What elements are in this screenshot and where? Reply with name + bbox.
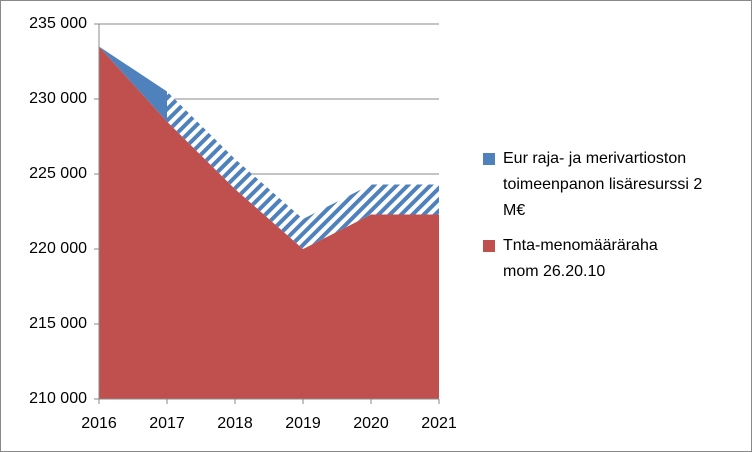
x-tick-label: 2017: [149, 415, 185, 432]
area: [99, 46, 439, 399]
legend-swatch: [483, 240, 495, 252]
area: [99, 46, 439, 249]
legend-label: Tnta-menomääräraha mom 26.20.10: [503, 237, 658, 280]
x-tick-label: 2016: [81, 415, 117, 432]
y-tick-label: 215 000: [29, 315, 87, 332]
y-tick-label: 220 000: [29, 240, 87, 257]
x-tick-label: 2019: [285, 415, 321, 432]
y-tick-label: 235 000: [29, 15, 87, 32]
y-tick-label: 210 000: [29, 390, 87, 407]
legend-label: Eur raja- ja merivartioston toimeenpanon…: [503, 150, 703, 219]
y-tick-label: 225 000: [29, 165, 87, 182]
legend-item: Tnta-menomääräraha mom 26.20.10: [483, 233, 733, 285]
legend-item: Eur raja- ja merivartioston toimeenpanon…: [483, 146, 733, 224]
x-tick-label: 2018: [217, 415, 253, 432]
legend-swatch: [483, 153, 495, 165]
x-tick-label: 2020: [353, 415, 389, 432]
x-tick-label: 2021: [421, 415, 457, 432]
y-tick-label: 230 000: [29, 90, 87, 107]
